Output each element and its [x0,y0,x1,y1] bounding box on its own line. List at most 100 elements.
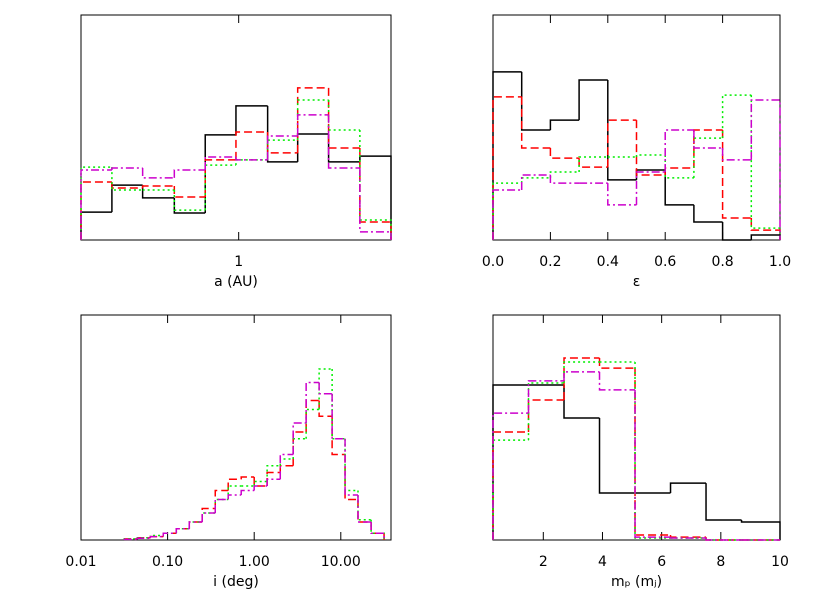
histogram-step [359,147,392,240]
histogram-step [296,99,329,141]
histogram-step [123,538,138,541]
histogram-step [327,100,360,131]
histogram-step [292,438,307,459]
x-tick-label: 0.01 [65,554,96,570]
x-tick-label: 1.0 [769,254,791,270]
histogram-step [331,369,346,440]
histogram-step [188,521,203,529]
histogram-step [111,167,143,191]
histogram-step [305,381,320,423]
histogram-step [253,485,268,491]
histogram-step [111,184,143,213]
histogram-step [141,185,175,189]
histogram-step [279,453,294,480]
x-tick-label: 0.8 [711,254,733,270]
histogram-step [111,167,143,171]
histogram-step [607,80,637,181]
histogram-step [370,519,385,540]
histogram-step [669,535,707,538]
x-tick-label: 10 [771,554,789,570]
histogram-step [721,94,752,139]
histogram-step [327,87,360,149]
histogram-step [520,174,551,191]
histogram-step [173,190,206,211]
histogram-step [296,114,329,137]
histogram-step [664,167,694,175]
histogram-step [598,357,636,369]
histogram-step [149,535,164,539]
histogram-step [266,105,298,163]
x-tick-label: 0.2 [539,254,561,270]
histogram-step [296,133,329,162]
histogram-step [693,137,723,178]
histogram-step [578,79,608,121]
histogram-step [344,454,358,501]
histogram-step [578,158,608,168]
histogram-step [634,368,671,536]
x-tick-label: 1.00 [239,554,270,570]
histogram-step [80,169,112,240]
histogram-step [173,197,206,214]
histogram-step [705,483,742,521]
histogram-step [607,119,637,168]
histogram-step [296,87,329,153]
histogram-step [253,477,268,487]
histogram-step [240,489,255,495]
histogram-step [344,438,358,492]
histogram-step [235,105,268,135]
plot-frame [80,14,392,241]
histogram-step [664,170,694,206]
histogram-step [227,494,242,500]
histogram-step [563,384,600,419]
histogram-step [266,135,298,160]
histogram-step [740,519,781,540]
x-tick-label: 0.6 [654,254,676,270]
histogram-step [162,532,177,537]
histogram-step [370,522,385,540]
histogram-step [370,522,385,540]
histogram-step [331,416,346,456]
histogram-step [214,498,229,513]
histogram-step [173,169,206,178]
histogram-step [188,521,203,529]
histogram-step [607,183,637,206]
histogram-step [721,222,752,241]
histogram-step [750,95,781,240]
histogram-step [750,99,781,240]
histogram-step [204,156,236,171]
histogram-step [235,159,268,166]
histogram-step [279,465,294,473]
histogram-step [235,131,268,160]
histogram-step [563,371,600,381]
histogram-step [750,217,781,240]
histogram-step [492,182,522,240]
histogram-step [279,458,294,466]
plot-frame [80,314,392,541]
histogram-step [664,154,694,179]
histogram-step [188,521,203,529]
histogram-step [520,71,551,131]
histogram-step [721,129,752,219]
histogram-step [214,498,229,513]
x-tick-label: 10.00 [321,554,361,570]
histogram-step [664,129,694,173]
x-tick-label: 2 [539,554,548,570]
histogram-step [227,485,242,500]
histogram-step [173,186,206,198]
histogram-step [635,154,666,157]
histogram-step [266,139,298,160]
histogram-step [492,412,529,540]
histogram-step [527,382,565,441]
histogram-step [331,393,346,440]
histogram-step [240,476,255,480]
histogram-step [359,155,392,240]
histogram-step [520,177,551,184]
histogram-step [253,480,268,486]
histogram-step [563,357,600,401]
histogram-step [344,438,358,496]
histogram-step [635,171,666,205]
histogram-step [175,528,190,534]
histogram-step [705,537,742,541]
